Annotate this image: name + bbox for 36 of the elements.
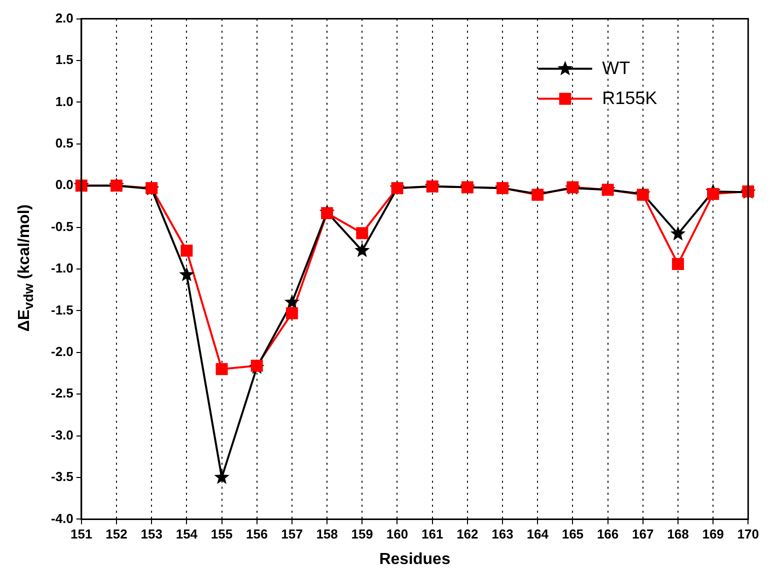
x-axis-title: Residues xyxy=(379,550,450,568)
x-tick-label: 168 xyxy=(667,526,689,542)
x-tick-label: 158 xyxy=(316,526,338,542)
x-tick-label: 160 xyxy=(386,526,408,542)
x-tick-label: 165 xyxy=(562,526,584,542)
y-tick-label: 2.0 xyxy=(55,10,74,26)
x-tick-label: 153 xyxy=(140,526,162,542)
y-tick-label: -2.0 xyxy=(50,344,74,359)
x-tick-label: 155 xyxy=(210,526,233,542)
y-tick-label: 1.0 xyxy=(55,94,74,109)
x-tick-label: 157 xyxy=(281,526,303,542)
y-tick-label: -1.0 xyxy=(50,260,74,276)
y-tick-label: 0.5 xyxy=(55,135,74,150)
y-tick-label: -3.0 xyxy=(50,427,74,442)
x-tick-label: 162 xyxy=(456,526,478,542)
x-tick-label: 154 xyxy=(176,526,198,542)
x-tick-label: 164 xyxy=(526,526,550,542)
x-tick-label: 159 xyxy=(351,526,373,542)
y-tick-label: -3.5 xyxy=(50,469,74,484)
x-tick-label: 156 xyxy=(246,526,268,542)
y-tick-label: -1.5 xyxy=(50,302,74,318)
x-tick-label: 152 xyxy=(106,526,128,542)
legend-label: WT xyxy=(602,58,630,78)
legend-label: R155K xyxy=(602,88,658,108)
y-tick-label: -2.5 xyxy=(50,386,74,401)
y-tick-label: -4.0 xyxy=(50,510,74,526)
x-tick-label: 163 xyxy=(492,526,514,542)
x-tick-label: 166 xyxy=(596,526,619,542)
x-tick-label: 169 xyxy=(702,526,724,542)
x-tick-label: 151 xyxy=(70,526,92,542)
x-tick-label: 167 xyxy=(632,526,654,542)
y-tick-label: -0.5 xyxy=(50,218,74,234)
x-tick-label: 170 xyxy=(737,526,760,542)
y-tick-label: 1.5 xyxy=(55,52,74,68)
y-tick-label: 0.0 xyxy=(55,177,74,192)
x-tick-label: 161 xyxy=(421,526,444,542)
